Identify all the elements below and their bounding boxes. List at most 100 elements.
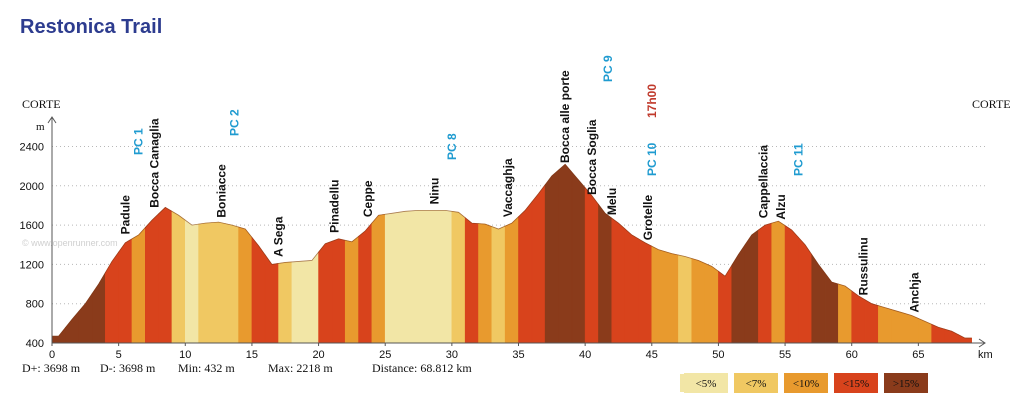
profile-segment xyxy=(918,317,932,344)
profile-segment xyxy=(518,201,533,344)
legend-accent xyxy=(680,374,684,392)
waypoint-label: Cappellaccia xyxy=(757,145,771,219)
waypoint-label: Pinadellu xyxy=(328,179,342,232)
profile-segment xyxy=(384,211,399,344)
y-tick-label: 1600 xyxy=(20,220,44,232)
x-tick-label: 50 xyxy=(712,349,724,361)
legend: <5% <7% <10% <15% >15% xyxy=(680,373,928,393)
profile-segment xyxy=(744,229,759,344)
profile-segment xyxy=(758,222,773,344)
x-tick-label: 25 xyxy=(379,349,391,361)
profile-segment xyxy=(331,238,346,344)
profile-segment xyxy=(731,243,746,344)
profile-segment xyxy=(811,253,826,344)
y-tick-labels: 400 800 1200 1600 2000 2400 xyxy=(20,141,44,350)
stats-row: D+: 3698 m D-: 3698 m Min: 432 m Max: 22… xyxy=(22,361,472,375)
profile-segment xyxy=(318,240,333,344)
waypoint-label: Anchja xyxy=(907,272,921,312)
profile-segment xyxy=(344,235,359,344)
x-tick-label: 35 xyxy=(512,349,524,361)
profile-segment xyxy=(531,183,546,344)
profile-segment xyxy=(678,254,693,344)
waypoint-label: Grotelle xyxy=(641,195,655,241)
profile-segment xyxy=(691,258,706,344)
legend-label: >15% xyxy=(893,378,919,390)
profile-segment xyxy=(105,251,119,344)
profile-segment xyxy=(491,225,506,344)
profile-segment xyxy=(198,222,213,344)
profile-segment xyxy=(438,210,453,344)
legend-label: <5% xyxy=(696,378,717,390)
profile-segment xyxy=(78,292,93,344)
waypoint-label: Padule xyxy=(118,195,132,235)
profile-segment xyxy=(238,226,253,344)
x-tick-label: 55 xyxy=(779,349,791,361)
x-tick-label: 40 xyxy=(579,349,591,361)
profile-segment xyxy=(798,236,813,344)
stat-max: Max: 2218 m xyxy=(268,361,333,375)
profile-segment xyxy=(65,310,79,344)
stat-descent: D-: 3698 m xyxy=(100,361,156,375)
x-tick-label: 20 xyxy=(312,349,324,361)
profile-segment xyxy=(838,283,853,344)
x-axis-unit: km xyxy=(978,349,993,361)
profile-outline xyxy=(52,163,972,339)
profile-segment xyxy=(651,245,666,344)
waypoint-label: A Sega xyxy=(272,216,286,257)
profile-segment xyxy=(611,217,626,344)
y-axis-unit: m xyxy=(36,121,45,133)
profile-segment xyxy=(224,223,239,344)
legend-label: <10% xyxy=(793,378,819,390)
y-tick-label: 800 xyxy=(26,299,44,311)
legend-swatch xyxy=(834,373,878,393)
profile-segment xyxy=(478,223,493,344)
waypoint-label: PC 11 xyxy=(791,143,805,176)
profile-segment xyxy=(131,226,146,344)
profile-area xyxy=(51,163,972,344)
profile-segment xyxy=(184,219,199,344)
y-tick-label: 2400 xyxy=(20,141,44,153)
waypoint-label: Bocca Soglia xyxy=(585,119,599,195)
legend-swatch xyxy=(884,373,928,393)
y-tick-label: 400 xyxy=(26,338,44,350)
profile-segment xyxy=(504,216,519,344)
profile-segment xyxy=(158,207,173,344)
x-tick-label: 60 xyxy=(846,349,858,361)
profile-segment xyxy=(598,203,613,344)
profile-segment xyxy=(304,251,319,344)
end-label: CORTE xyxy=(972,97,1011,111)
profile-segment xyxy=(891,309,906,344)
x-axis-arrow xyxy=(978,338,986,348)
start-label: CORTE xyxy=(22,97,61,111)
profile-segment xyxy=(411,210,426,344)
profile-segment xyxy=(171,210,186,344)
waypoint-label: PC 2 xyxy=(228,109,242,136)
profile-segment xyxy=(264,254,279,344)
profile-segment xyxy=(291,260,306,344)
profile-segment xyxy=(251,236,266,344)
x-tick-label: 5 xyxy=(116,349,122,361)
waypoint-label: Ceppe xyxy=(361,180,375,217)
profile-segment xyxy=(371,213,386,344)
x-tick-label: 0 xyxy=(49,349,55,361)
waypoint-label: Bocca alle porte xyxy=(558,70,572,163)
waypoint-label: 17h00 xyxy=(645,84,659,118)
stat-ascent: D+: 3698 m xyxy=(22,361,81,375)
x-tick-label: 65 xyxy=(912,349,924,361)
profile-segment xyxy=(771,220,786,344)
profile-segment xyxy=(624,228,639,344)
legend-label: <15% xyxy=(843,378,869,390)
profile-segment xyxy=(704,262,719,344)
profile-segment xyxy=(451,210,466,344)
waypoint-label: Russulinu xyxy=(857,237,871,295)
waypoint-label: Alzu xyxy=(774,194,788,219)
waypoint-label: PC 8 xyxy=(445,133,459,160)
profile-segment xyxy=(571,171,586,344)
waypoint-labels: Padule PC 1 Bocca Canaglia Boniacce PC 2 A Se… xyxy=(118,55,921,312)
profile-segment xyxy=(558,163,573,344)
x-tick-label: 15 xyxy=(246,349,258,361)
legend-swatch xyxy=(684,373,728,393)
waypoint-label: Melu xyxy=(605,188,619,215)
profile-segment xyxy=(278,261,293,344)
waypoint-label: Bocca Canaglia xyxy=(148,118,162,208)
